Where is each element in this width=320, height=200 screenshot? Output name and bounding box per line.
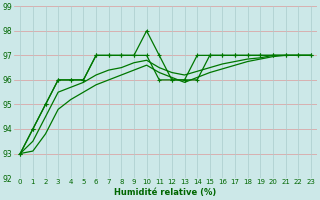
- X-axis label: Humidité relative (%): Humidité relative (%): [115, 188, 217, 197]
